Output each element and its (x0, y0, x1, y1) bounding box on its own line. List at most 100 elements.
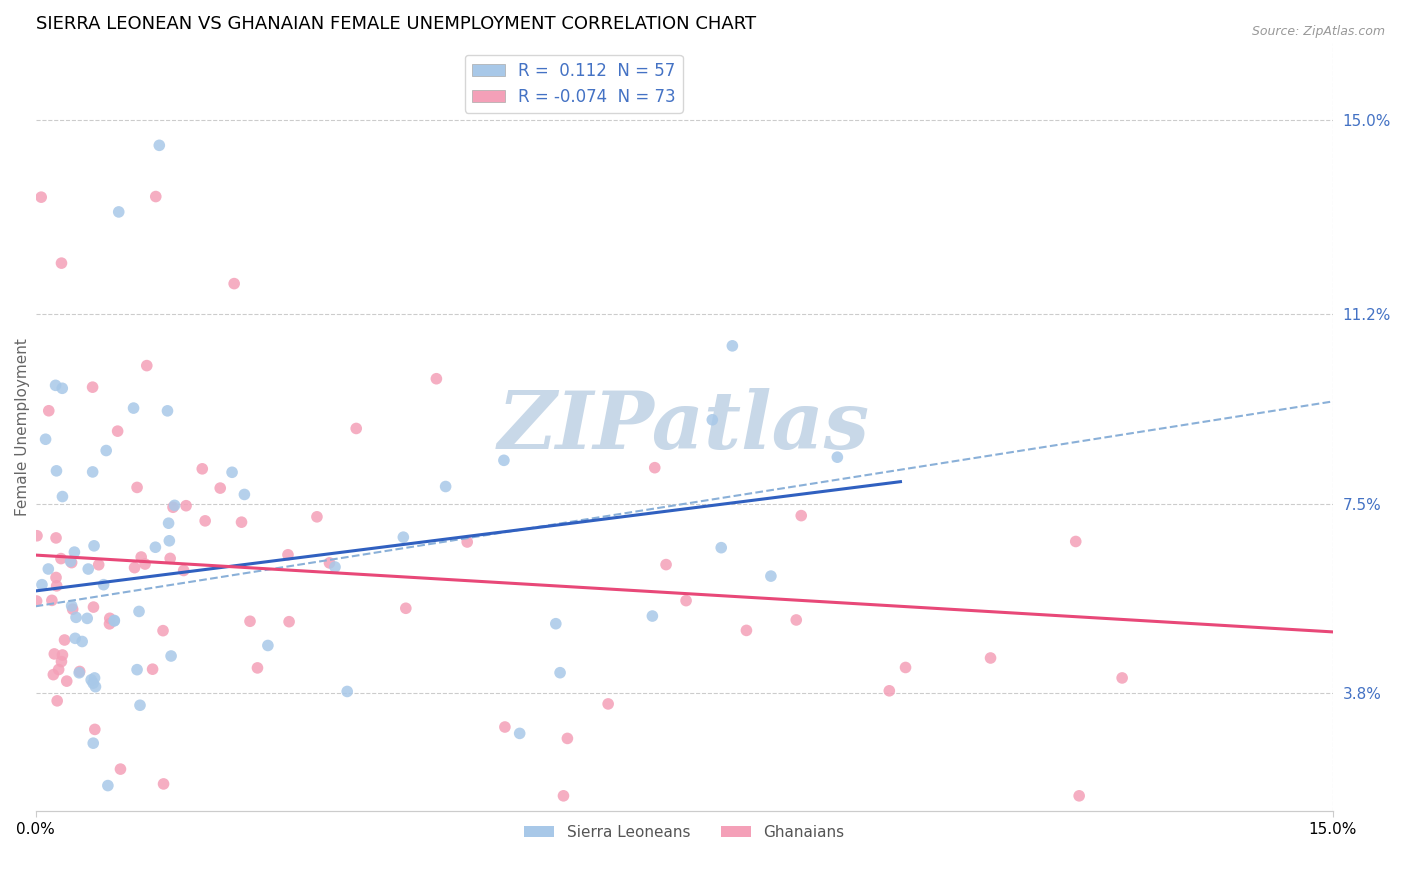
Point (191, 462, 214, 476)
Point (38, 403, 60, 417)
Point (70, 634, 93, 648)
Point (82, 465, 104, 479)
Point (641, 609, 664, 624)
Point (344, 421, 367, 435)
Point (87, 558, 110, 572)
Point (63, 545, 86, 559)
Point (675, 593, 697, 607)
Point (97, 779, 120, 793)
Point (655, 558, 678, 572)
Point (159, 551, 181, 566)
Point (125, 663, 148, 677)
Point (45, 464, 67, 478)
Point (82, 676, 104, 690)
Point (735, 624, 758, 638)
Point (67, 665, 90, 680)
Point (60, 556, 83, 570)
Point (45, 531, 67, 545)
Point (785, 613, 807, 627)
Point (51, 381, 73, 395)
Point (49, 551, 72, 566)
Point (305, 509, 328, 524)
Point (1069, 789, 1091, 803)
Point (45, 378, 67, 392)
Point (41, 593, 63, 607)
Point (82, 600, 104, 615)
Point (25, 529, 48, 543)
Point (83, 539, 105, 553)
Point (277, 548, 299, 562)
Point (82, 380, 104, 394)
Legend: Sierra Leoneans, Ghanaians: Sierra Leoneans, Ghanaians (517, 819, 851, 846)
Point (62, 602, 84, 616)
Point (44, 647, 66, 661)
Point (156, 404, 179, 418)
Point (194, 514, 217, 528)
Point (239, 614, 262, 628)
Point (63, 632, 86, 646)
Point (152, 624, 174, 638)
Point (122, 401, 145, 415)
Point (124, 560, 146, 574)
Point (1064, 534, 1087, 549)
Point (69, 665, 91, 679)
Point (494, 720, 516, 734)
Point (553, 789, 575, 803)
Point (25, 594, 48, 608)
Text: Source: ZipAtlas.com: Source: ZipAtlas.com (1251, 25, 1385, 38)
Point (76, 611, 98, 625)
Point (456, 535, 478, 549)
Point (509, 726, 531, 740)
Point (492, 453, 515, 467)
Point (34, 432, 56, 446)
Point (98, 616, 121, 631)
Point (710, 541, 733, 555)
Point (246, 661, 269, 675)
Point (894, 660, 917, 674)
Point (60, 599, 83, 613)
Point (336, 684, 359, 698)
Point (77, 562, 100, 576)
Point (129, 549, 152, 564)
Point (224, 277, 246, 291)
Point (160, 648, 183, 663)
Point (84, 680, 107, 694)
Point (557, 731, 579, 746)
Point (45, 579, 67, 593)
Point (48, 663, 70, 677)
Text: ZIPatlas: ZIPatlas (498, 388, 870, 466)
Point (65, 610, 87, 624)
Point (157, 533, 180, 548)
Point (107, 424, 129, 438)
Point (318, 556, 340, 570)
Point (790, 508, 813, 523)
Point (233, 487, 256, 501)
Point (221, 465, 243, 479)
Point (163, 499, 186, 513)
Point (425, 372, 447, 386)
Point (323, 560, 346, 574)
Text: SIERRA LEONEAN VS GHANAIAN FEMALE UNEMPLOYMENT CORRELATION CHART: SIERRA LEONEAN VS GHANAIAN FEMALE UNEMPL… (35, 15, 755, 33)
Point (129, 698, 152, 713)
Point (83, 671, 105, 685)
Point (135, 359, 157, 373)
Point (827, 450, 849, 465)
Point (46, 694, 69, 708)
Point (173, 564, 195, 578)
Point (980, 651, 1002, 665)
Point (53, 632, 76, 647)
Point (702, 413, 724, 427)
Point (152, 777, 174, 791)
Point (879, 683, 901, 698)
Point (128, 604, 150, 618)
Point (278, 615, 301, 629)
Point (548, 665, 571, 680)
Point (51, 648, 73, 662)
Point (83, 723, 105, 737)
Point (148, 138, 170, 153)
Point (209, 481, 232, 495)
Point (96, 443, 118, 458)
Point (142, 662, 165, 676)
Point (51, 655, 73, 669)
Point (37, 562, 59, 576)
